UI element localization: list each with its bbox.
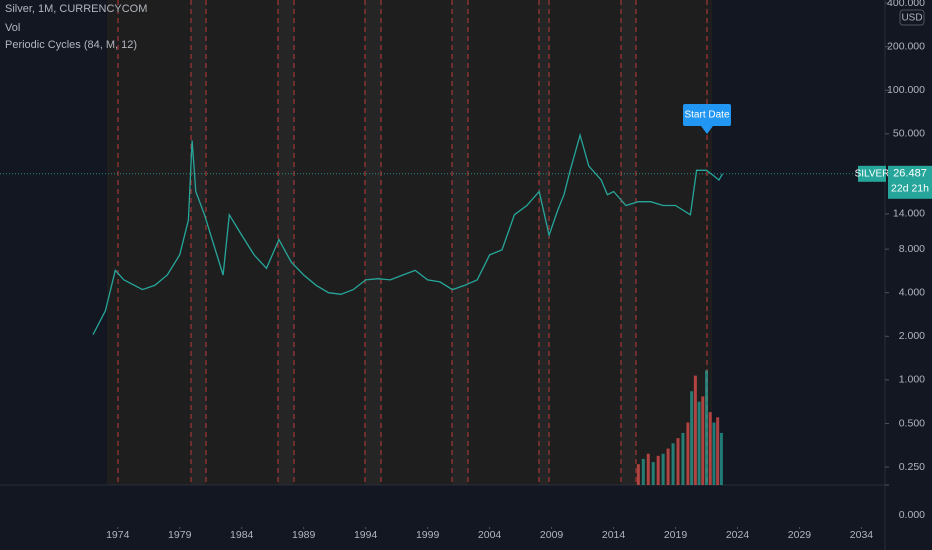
volume-bar <box>671 443 675 485</box>
x-tick-label: 1979 <box>168 529 192 541</box>
cycle-band <box>539 0 549 485</box>
volume-bar <box>708 412 712 485</box>
currency-label[interactable]: USD <box>901 13 922 24</box>
volume-bar <box>701 396 705 485</box>
volume-bar <box>641 458 645 485</box>
symbol-box <box>858 165 886 182</box>
x-tick-label: 2004 <box>478 529 502 541</box>
volume-bar <box>716 417 720 485</box>
cycle-band <box>452 0 468 485</box>
data-range-shade <box>107 0 712 485</box>
volume-bar <box>690 391 694 485</box>
x-tick-label: 2009 <box>540 529 564 541</box>
y-tick-label: 0.250 <box>899 461 925 473</box>
marker-label: Start Date <box>684 110 729 121</box>
volume-bar <box>661 453 665 485</box>
y-tick-label: 8.000 <box>899 243 925 255</box>
y-tick-label: 4.000 <box>899 286 925 298</box>
x-tick-label: 2034 <box>850 529 874 541</box>
cycle-band <box>191 0 206 485</box>
y-tick-label: 1.000 <box>899 374 925 386</box>
price-box <box>888 165 932 199</box>
y-tick-label: 50.000 <box>893 128 925 140</box>
volume-bar <box>676 438 680 485</box>
y-tick-label: 14.000 <box>893 208 925 220</box>
volume-bar <box>686 422 690 485</box>
x-tick-label: 1984 <box>230 529 254 541</box>
volume-bar <box>693 375 697 485</box>
volume-bar <box>646 453 650 485</box>
y-tick-label: 100.000 <box>887 84 925 96</box>
x-tick-label: 2029 <box>788 529 812 541</box>
y2-tick-label: 0.000 <box>899 509 925 521</box>
price-label: 26.487 <box>893 168 927 180</box>
x-tick-label: 1999 <box>416 529 440 541</box>
y-tick-label: 400.000 <box>887 0 925 9</box>
volume-bar <box>719 432 723 485</box>
cycle-band <box>621 0 636 485</box>
volume-bar <box>681 432 685 485</box>
marker-arrow <box>701 126 713 134</box>
x-tick-label: 1989 <box>292 529 316 541</box>
x-tick-label: 2019 <box>664 529 688 541</box>
volume-bar <box>666 448 670 485</box>
volume-bar <box>712 422 716 485</box>
volume-bar <box>636 464 640 485</box>
marker-box <box>683 104 731 126</box>
volume-bar <box>656 455 660 485</box>
countdown-label: 22d 21h <box>891 183 929 195</box>
indicator-label[interactable]: Vol <box>5 22 20 34</box>
cycle-band <box>365 0 381 485</box>
indicator-label[interactable]: Periodic Cycles (84, M, 12) <box>5 39 137 51</box>
x-tick-label: 2024 <box>726 529 750 541</box>
price-line <box>92 132 724 335</box>
volume-bar <box>651 462 655 485</box>
y-tick-label: 2.000 <box>899 330 925 342</box>
symbol-label: SILVER <box>855 168 890 179</box>
volume-bar <box>705 370 709 485</box>
x-tick-label: 1974 <box>106 529 130 541</box>
x-tick-label: 2014 <box>602 529 626 541</box>
x-tick-label: 1994 <box>354 529 378 541</box>
volume-bar <box>697 401 701 485</box>
chart-title: Silver, 1M, CURRENCYCOM <box>5 3 147 15</box>
currency-box[interactable] <box>899 9 925 26</box>
y-tick-label: 200.000 <box>887 40 925 52</box>
y-tick-label: 0.500 <box>899 417 925 429</box>
cycle-band <box>278 0 294 485</box>
